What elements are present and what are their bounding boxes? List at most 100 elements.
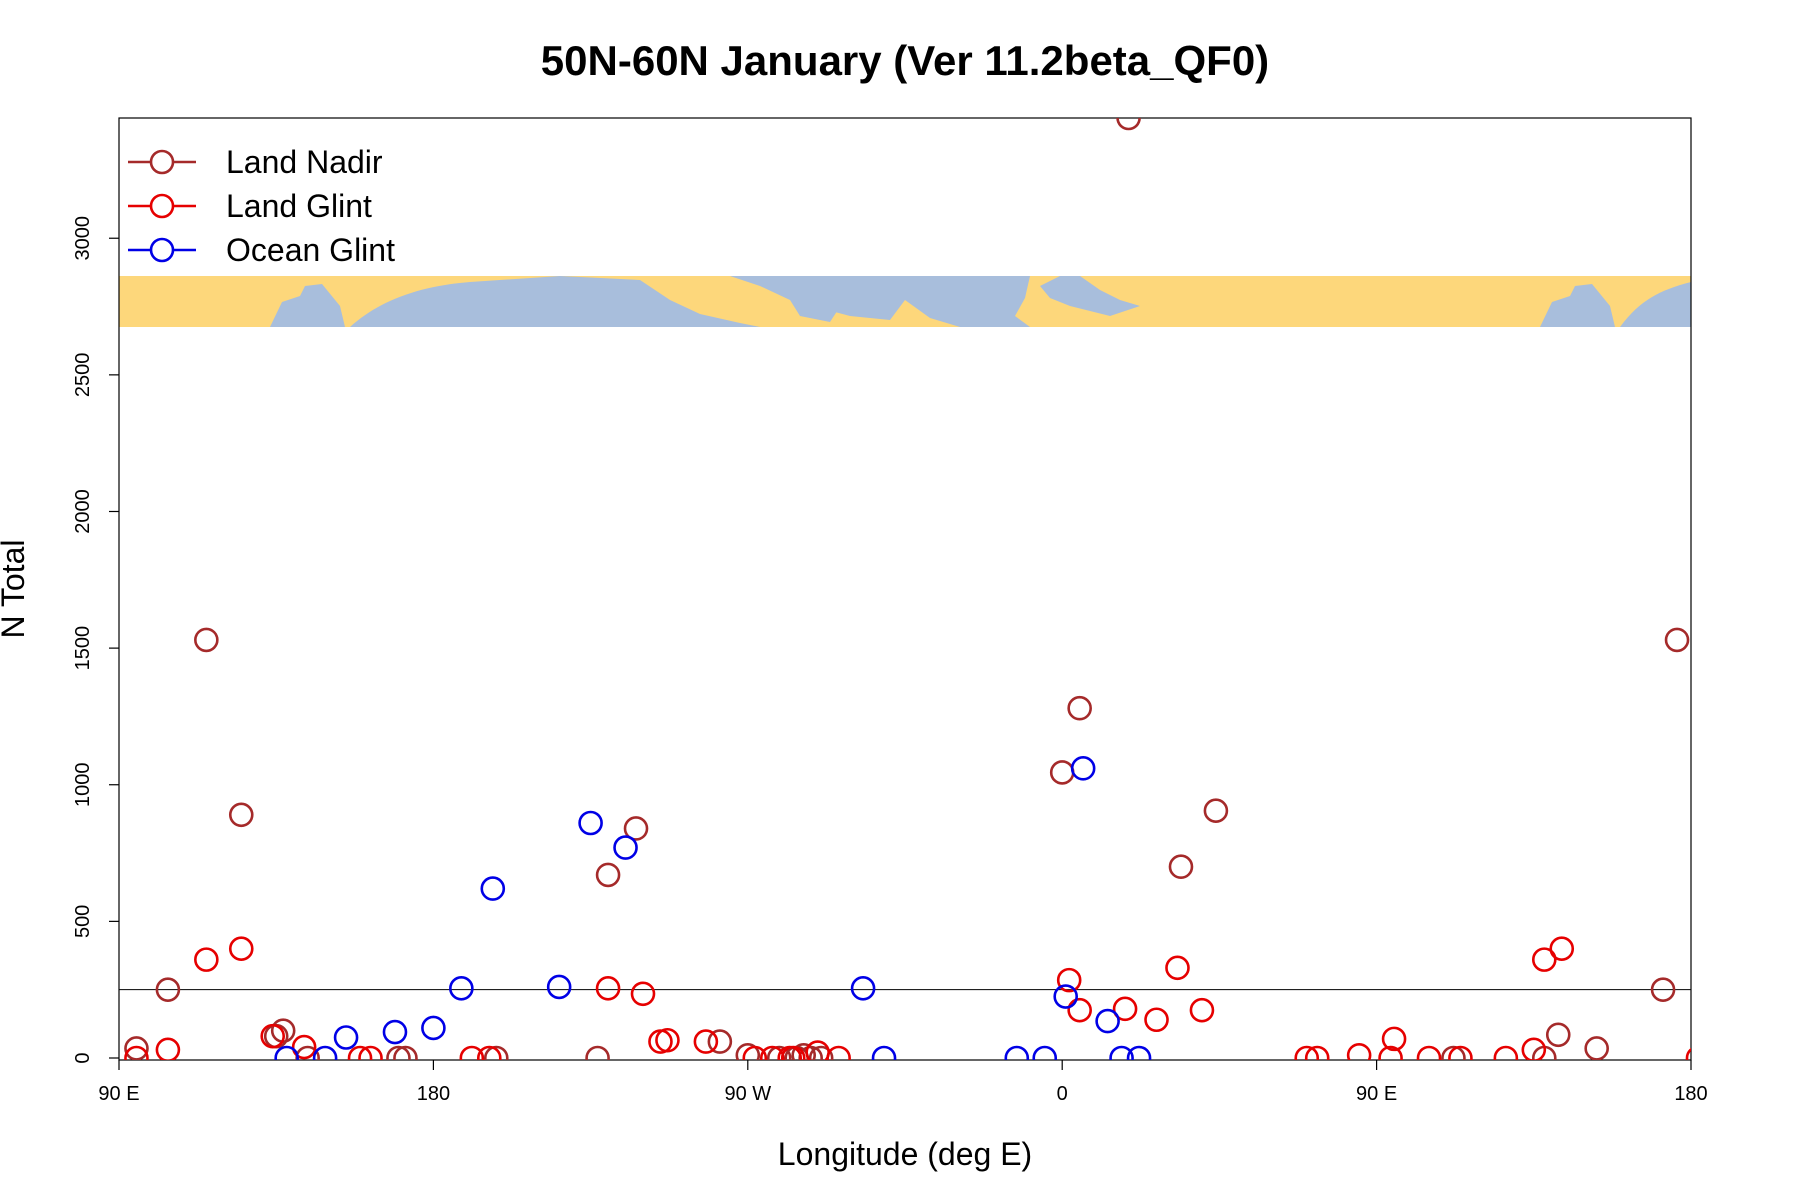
data-point xyxy=(124,1036,149,1060)
map-ocean-north-pacific-repeat xyxy=(1620,282,1691,327)
x-axis: 90 E 180 90 W 0 90 E 180 xyxy=(98,1060,1708,1105)
y-tick-label: 0 xyxy=(72,1052,94,1063)
data-point xyxy=(483,1045,509,1060)
map-ocean-hudson-bay xyxy=(800,276,905,320)
x-tick-label: 90 E xyxy=(98,1083,139,1105)
data-point xyxy=(742,1045,768,1060)
data-point xyxy=(1095,1008,1120,1034)
data-point xyxy=(1049,760,1075,785)
plot-frame xyxy=(118,117,1692,1061)
data-point xyxy=(1448,1045,1473,1060)
data-point xyxy=(333,1025,359,1050)
data-point xyxy=(1056,967,1082,993)
data-point xyxy=(382,1019,408,1045)
data-point xyxy=(1381,1026,1407,1052)
legend-marker xyxy=(149,237,175,263)
legend-label: Land Nadir xyxy=(226,144,383,180)
data-point xyxy=(124,1045,149,1060)
legend: Land Nadir Land Glint Ocean Glint xyxy=(128,144,395,268)
data-point xyxy=(1067,997,1092,1023)
data-point xyxy=(480,876,506,901)
data-point xyxy=(1067,695,1092,721)
data-point xyxy=(735,1042,761,1060)
data-point xyxy=(595,976,621,1001)
data-point xyxy=(1685,1047,1691,1060)
data-point xyxy=(1549,936,1575,961)
data-point xyxy=(1664,627,1690,653)
data-point xyxy=(1584,1036,1609,1060)
x-tick-label: 180 xyxy=(417,1083,450,1105)
data-point xyxy=(1304,1045,1330,1060)
data-point xyxy=(850,976,876,1001)
data-point xyxy=(194,627,219,653)
data-point xyxy=(312,1045,338,1060)
data-point xyxy=(826,1045,851,1060)
y-tick-label: 2000 xyxy=(72,489,94,534)
data-point xyxy=(1203,798,1229,824)
y-axis-label: N Total xyxy=(0,539,31,638)
x-axis-label: Longitude (deg E) xyxy=(778,1136,1032,1172)
data-point xyxy=(1144,1007,1169,1033)
data-point xyxy=(578,810,603,836)
data-point xyxy=(613,835,638,860)
x-tick-label: 90 E xyxy=(1356,1083,1397,1105)
legend-label: Ocean Glint xyxy=(226,232,395,268)
data-point xyxy=(421,1015,446,1041)
y-axis: 0 500 1000 1500 2000 2500 3000 xyxy=(72,216,119,1064)
data-point xyxy=(623,816,649,841)
data-point xyxy=(1378,1045,1403,1060)
y-tick-label: 1000 xyxy=(72,762,94,807)
data-point xyxy=(655,1027,680,1053)
data-point xyxy=(228,936,254,961)
map-ocean-north-pacific xyxy=(350,276,760,327)
data-point xyxy=(393,1045,418,1060)
x-tick-label: 0 xyxy=(1057,1083,1068,1105)
y-tick-label: 2500 xyxy=(72,353,94,398)
data-point xyxy=(1112,996,1138,1022)
data-point xyxy=(194,947,219,972)
data-point xyxy=(1441,1045,1466,1060)
series-land-glint xyxy=(124,936,1716,1069)
data-point xyxy=(1189,997,1215,1023)
data-point xyxy=(274,1045,299,1060)
data-point xyxy=(1531,947,1557,972)
data-point xyxy=(1346,1042,1372,1060)
data-point xyxy=(291,1034,317,1060)
legend-marker xyxy=(149,193,175,219)
map-ocean-okhotsk-repeat xyxy=(1540,284,1615,327)
data-point xyxy=(228,802,254,828)
data-point xyxy=(1545,1022,1571,1048)
data-point xyxy=(1070,756,1096,781)
legend-marker xyxy=(149,149,175,175)
data-point xyxy=(1004,1045,1030,1060)
data-point xyxy=(1053,984,1078,1009)
data-point xyxy=(1521,1037,1547,1060)
legend-label: Land Glint xyxy=(226,188,372,224)
data-point xyxy=(1493,1045,1519,1060)
x-tick-label: 180 xyxy=(1674,1083,1707,1105)
series-ocean-glint xyxy=(274,756,1152,1060)
data-point xyxy=(707,1029,733,1054)
y-tick-label: 3000 xyxy=(72,216,94,260)
data-point xyxy=(791,1042,816,1060)
data-points xyxy=(124,118,1716,1069)
data-point xyxy=(155,977,181,1002)
y-tick-label: 500 xyxy=(72,905,94,938)
series-land-nadir xyxy=(124,118,1690,1060)
data-point xyxy=(871,1045,897,1060)
data-point xyxy=(1032,1045,1058,1060)
data-point xyxy=(449,976,474,1001)
data-point xyxy=(1109,1045,1134,1060)
data-point xyxy=(808,1045,834,1060)
data-point xyxy=(630,981,656,1007)
data-point xyxy=(780,1045,806,1060)
data-point xyxy=(1294,1045,1320,1060)
data-point xyxy=(1694,1047,1716,1069)
data-point xyxy=(358,1045,383,1060)
data-point xyxy=(1650,977,1676,1002)
data-point xyxy=(347,1045,373,1060)
data-point xyxy=(585,1045,610,1060)
chart-title: 50N-60N January (Ver 11.2beta_QF0) xyxy=(541,37,1269,84)
data-point xyxy=(546,974,572,1000)
